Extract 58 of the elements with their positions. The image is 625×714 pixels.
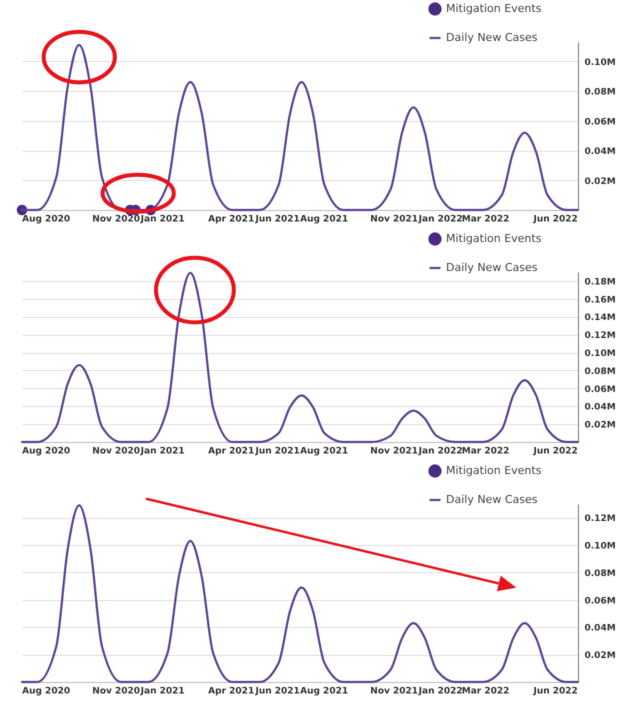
x-tick-label: Nov 2021 [370,686,418,696]
y-tick-label: 0.10M [584,58,616,68]
legend-label: Daily New Cases [446,261,538,274]
x-tick-label: Aug 2020 [22,686,70,696]
x-tick-label: Jun 2022 [532,686,578,696]
x-tick-label: Jun 2022 [532,446,578,456]
x-tick-label: Nov 2021 [370,446,418,456]
x-tick-label: Aug 2020 [22,446,70,456]
y-tick-label: 0.10M [584,349,616,360]
y-tick-label: 0.06M [584,384,616,395]
y-tick-label: 0.02M [584,420,616,431]
y-tick-label: 0.06M [584,117,616,128]
y-tick-label: 0.12M [584,514,616,524]
y-tick-label: 0.10M [584,542,616,552]
x-tick-label: Nov 2020 [92,686,140,696]
x-tick-label: Jan 2022 [418,446,463,456]
x-tick-label: Aug 2020 [22,214,70,224]
y-tick-label: 0.16M [584,295,616,306]
line-series [20,272,580,444]
x-tick-label: Aug 2021 [300,686,348,696]
x-tick-label: Nov 2020 [92,446,140,456]
legend-label: Mitigation Events [446,232,542,245]
x-tick-label: Jan 2021 [140,214,185,224]
y-tick-label: 0.14M [584,313,616,324]
x-tick-label: Jun 2021 [254,686,300,696]
y-tick-label: 0.12M [584,331,616,342]
x-tick-label: Aug 2021 [300,446,348,456]
x-tick-label: Jun 2021 [254,446,300,456]
x-tick-label: Nov 2021 [370,214,418,224]
y-tick-label: 0.08M [584,366,616,377]
x-tick-label: Mar 2022 [462,686,510,696]
y-tick-label: 0.04M [584,402,616,413]
y-tick-label: 0.08M [584,88,616,98]
y-tick-label: 0.06M [584,596,616,606]
x-tick-label: Nov 2020 [92,214,140,224]
legend-label: Mitigation Events [446,2,542,15]
legend-label: Daily New Cases [446,31,538,44]
x-tick-label: Jan 2021 [140,686,185,696]
x-tick-label: Aug 2021 [300,214,348,224]
x-tick-label: Jun 2022 [532,214,578,224]
x-tick-label: Apr 2021 [208,446,254,456]
x-tick-label: Jan 2021 [140,446,185,456]
x-tick-label: Mar 2022 [462,214,510,224]
x-tick-label: Jun 2021 [254,214,300,224]
legend-label: Mitigation Events [446,464,542,477]
x-tick-label: Apr 2021 [208,214,254,224]
line-series [20,504,580,684]
y-tick-label: 0.04M [584,624,616,634]
y-tick-label: 0.02M [584,651,616,662]
legend-label: Daily New Cases [446,493,538,506]
y-tick-label: 0.18M [584,277,616,288]
y-tick-label: 0.02M [584,176,616,187]
x-tick-label: Jan 2022 [418,686,463,696]
x-tick-label: Mar 2022 [462,446,510,456]
y-tick-label: 0.04M [584,147,616,158]
y-tick-label: 0.08M [584,568,616,579]
x-tick-label: Apr 2021 [208,686,254,696]
x-tick-label: Jan 2022 [418,214,463,224]
